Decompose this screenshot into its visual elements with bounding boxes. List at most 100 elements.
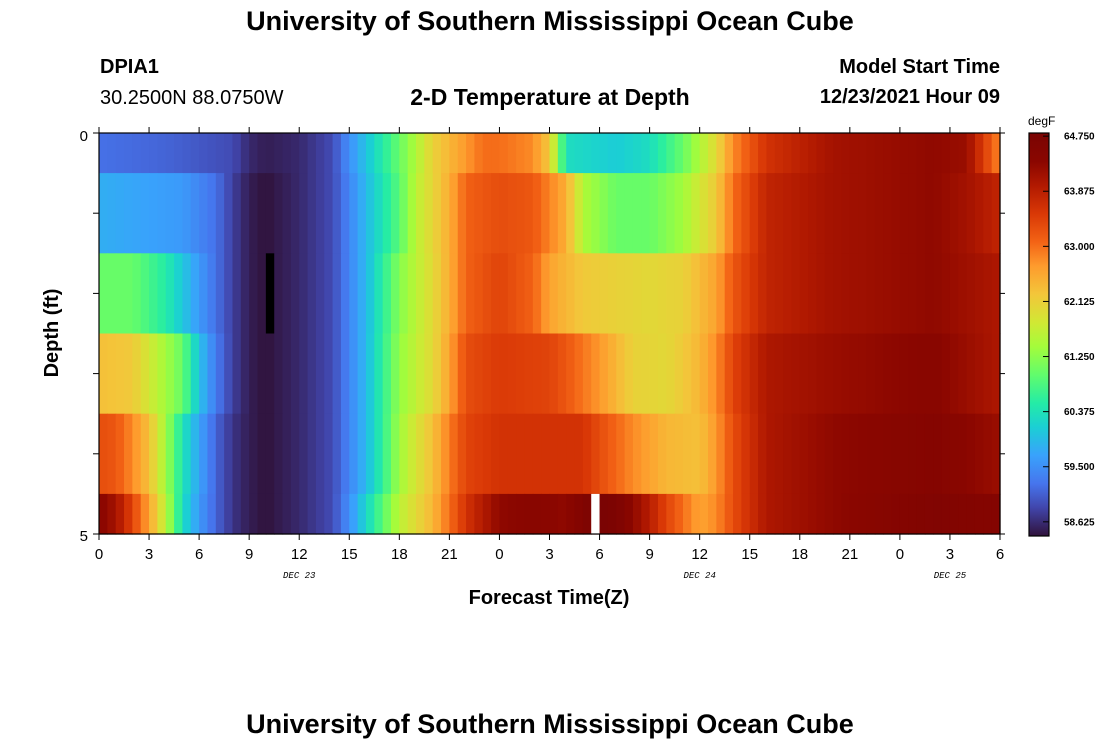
heatmap-cell: [432, 333, 442, 415]
heatmap-cell: [124, 173, 133, 254]
heatmap-cell: [382, 133, 392, 174]
x-tick-label: 9: [245, 546, 253, 563]
heatmap-cell: [574, 413, 584, 495]
heatmap-cell: [249, 133, 259, 174]
heatmap-cell: [674, 253, 684, 335]
heatmap-cell: [899, 173, 909, 254]
heatmap-cell: [866, 333, 876, 415]
heatmap-cell: [641, 133, 651, 174]
heatmap-cell: [974, 173, 984, 254]
heatmap-cell: [457, 133, 467, 174]
heatmap-cell: [541, 133, 551, 174]
heatmap-cell: [582, 173, 592, 254]
heatmap-cell: [424, 133, 434, 174]
bottom-title: University of Southern Mississippi Ocean…: [246, 709, 854, 739]
heatmap-cell: [532, 133, 542, 174]
heatmap-cell: [240, 173, 250, 254]
date-label: DEC 23: [283, 571, 316, 581]
heatmap-cell: [99, 253, 108, 335]
heatmap-cell: [365, 493, 375, 535]
heatmap-cell: [991, 253, 1001, 335]
heatmap-cell: [240, 493, 250, 535]
heatmap-cell: [349, 173, 359, 254]
heatmap-cell: [149, 253, 158, 335]
heatmap-cell: [983, 413, 993, 495]
heatmap-cell: [115, 333, 125, 415]
heatmap-cell: [908, 173, 918, 254]
heatmap-cell: [908, 333, 918, 415]
heatmap-cell: [666, 133, 676, 174]
heatmap-cell: [607, 413, 617, 495]
heatmap-cell: [491, 413, 501, 495]
heatmap-cell: [599, 493, 609, 535]
heatmap-cell: [591, 413, 601, 495]
heatmap-cell: [849, 333, 859, 415]
heatmap-cell: [499, 253, 509, 335]
heatmap-cell: [791, 253, 801, 335]
heatmap-cell: [616, 133, 626, 174]
heatmap-cell: [199, 173, 209, 254]
heatmap-cell: [307, 333, 317, 415]
heatmap-cell: [933, 333, 943, 415]
heatmap-cell: [582, 253, 592, 335]
heatmap-cell: [699, 173, 709, 254]
heatmap-cell: [632, 333, 642, 415]
heatmap-cell: [265, 133, 275, 174]
heatmap-cell: [691, 333, 701, 415]
heatmap-cell: [974, 493, 984, 535]
heatmap-cell: [115, 173, 125, 254]
heatmap-cell: [441, 333, 450, 415]
heatmap-cell: [758, 413, 767, 495]
heatmap-cell: [416, 333, 425, 415]
heatmap-cell: [649, 133, 659, 174]
heatmap-cell: [783, 493, 793, 535]
heatmap-cell: [290, 413, 300, 495]
heatmap-cell: [324, 253, 334, 335]
heatmap-cell: [124, 413, 133, 495]
heatmap-cell: [315, 173, 325, 254]
heatmap-cell: [657, 413, 667, 495]
heatmap-cell: [365, 133, 375, 174]
heatmap-cell: [958, 173, 968, 254]
heatmap-cell: [758, 253, 767, 335]
heatmap-cell: [149, 133, 158, 174]
heatmap-cell: [290, 173, 300, 254]
heatmap-cell: [749, 173, 759, 254]
heatmap-cell: [340, 253, 350, 335]
heatmap-cell: [966, 333, 976, 415]
heatmap-cell: [140, 493, 150, 535]
heatmap-cell: [816, 173, 826, 254]
heatmap-cell: [933, 173, 943, 254]
heatmap-cell: [666, 253, 676, 335]
heatmap-cell: [891, 173, 901, 254]
heatmap-cell: [766, 493, 776, 535]
heatmap-cell: [174, 413, 184, 495]
heatmap-cell: [632, 413, 642, 495]
heatmap-cell: [466, 413, 476, 495]
heatmap-cell: [666, 493, 676, 535]
heatmap-cell: [557, 253, 567, 335]
heatmap-cell: [274, 493, 284, 535]
heatmap-cell: [733, 173, 742, 254]
heatmap-cell: [974, 253, 984, 335]
heatmap-cell: [849, 133, 859, 174]
heatmap-cell: [841, 173, 851, 254]
heatmap-cell: [933, 253, 943, 335]
heatmap-cell: [933, 493, 943, 535]
heatmap-cell: [99, 133, 108, 174]
heatmap-cell: [708, 493, 717, 535]
heatmap-cell: [199, 133, 209, 174]
heatmap-cell: [758, 173, 767, 254]
heatmap-cell: [541, 493, 551, 535]
heatmap-cell: [549, 133, 559, 174]
heatmap-cell: [524, 133, 534, 174]
heatmap-cell: [574, 173, 584, 254]
heatmap-cell: [883, 253, 893, 335]
heatmap-cell: [649, 493, 659, 535]
heatmap-cell: [566, 493, 576, 535]
heatmap-cell: [933, 413, 943, 495]
heatmap-cell: [833, 333, 843, 415]
heatmap-cell: [682, 493, 692, 535]
heatmap-cell: [716, 413, 726, 495]
station-id: DPIA1: [100, 56, 159, 78]
